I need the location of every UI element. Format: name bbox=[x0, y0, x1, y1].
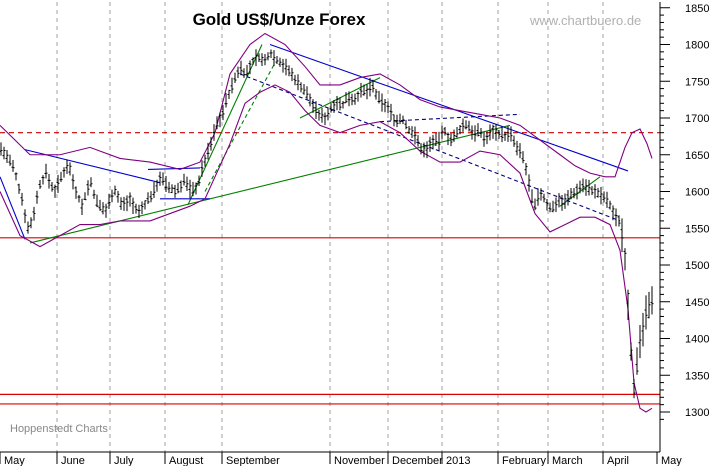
month-label: June bbox=[61, 455, 85, 466]
horizontal-levels bbox=[0, 132, 660, 405]
y-tick-label: 1350 bbox=[685, 370, 709, 382]
month-label: December bbox=[392, 455, 443, 466]
y-tick-label: 1450 bbox=[685, 297, 709, 309]
month-label: May bbox=[661, 455, 682, 466]
month-label: September bbox=[226, 455, 280, 466]
y-tick-label: 1750 bbox=[685, 76, 709, 88]
y-tick-label: 1700 bbox=[685, 113, 709, 125]
month-label: April bbox=[607, 455, 629, 466]
trend-line bbox=[204, 62, 276, 192]
month-label: November bbox=[334, 455, 385, 466]
trend-line bbox=[0, 176, 26, 240]
price-bars bbox=[0, 49, 654, 399]
month-label: March bbox=[552, 455, 583, 466]
y-tick-label: 1600 bbox=[685, 187, 709, 199]
month-label: February bbox=[502, 455, 547, 466]
y-tick-label: 1550 bbox=[685, 223, 709, 235]
source-text: Hoppenstedt Charts bbox=[10, 423, 108, 435]
y-tick-label: 1800 bbox=[685, 40, 709, 52]
y-tick-label: 1650 bbox=[685, 150, 709, 162]
bollinger-lower bbox=[0, 84, 653, 413]
month-label: May bbox=[4, 455, 25, 466]
y-tick-label: 1850 bbox=[685, 3, 709, 15]
y-tick-label: 1400 bbox=[685, 334, 709, 346]
month-label: 2013 bbox=[446, 455, 470, 466]
y-tick-label: 1300 bbox=[685, 407, 709, 419]
chart-title: Gold US$/Unze Forex bbox=[193, 10, 366, 29]
month-label: July bbox=[114, 455, 134, 466]
trend-line bbox=[147, 167, 201, 170]
watermark-text: www.chartbuero.de bbox=[529, 13, 641, 28]
bollinger-upper bbox=[0, 32, 653, 178]
axes: May June July August September November Decemb… bbox=[0, 2, 709, 466]
month-label: August bbox=[169, 455, 203, 466]
bollinger-bands bbox=[0, 32, 653, 413]
trend-line bbox=[269, 43, 629, 172]
vertical-grid bbox=[56, 2, 604, 452]
y-tick-label: 1500 bbox=[685, 260, 709, 272]
